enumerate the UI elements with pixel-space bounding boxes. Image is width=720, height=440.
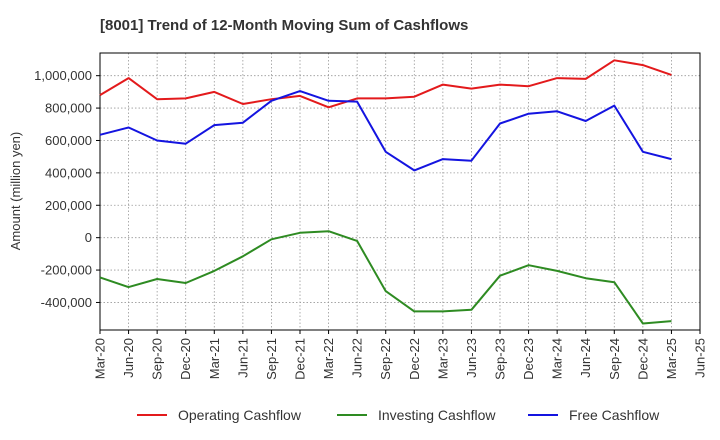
x-tick-label: Sep-20 (150, 338, 165, 380)
x-tick-label: Jun-20 (121, 338, 136, 378)
x-tick-label: Mar-20 (93, 338, 108, 379)
legend: Operating Cashflow Investing Cashflow Free… (137, 407, 660, 423)
x-tick-label: Dec-20 (178, 338, 193, 380)
legend-label: Operating Cashflow (178, 407, 302, 423)
x-tick-label: Jun-21 (235, 338, 250, 378)
y-tick-label: 600,000 (45, 133, 92, 148)
x-tick-label: Sep-23 (493, 338, 508, 380)
x-tick-label: Jun-25 (693, 338, 708, 378)
x-tick-label: Dec-24 (635, 338, 650, 380)
x-tick-label: Mar-22 (321, 338, 336, 379)
y-axis-label: Amount (million yen) (8, 132, 23, 251)
x-tick-label: Sep-24 (607, 338, 622, 380)
x-tick-label: Dec-21 (293, 338, 308, 380)
x-tick-label: Dec-22 (407, 338, 422, 380)
y-tick-label: 800,000 (45, 101, 92, 116)
y-tick-label: 1,000,000 (34, 68, 92, 83)
x-tick-label: Sep-22 (378, 338, 393, 380)
x-tick-label: Mar-23 (435, 338, 450, 379)
series-lines (99, 59, 672, 325)
series-line-operating-cashflow (99, 59, 672, 109)
legend-label: Investing Cashflow (378, 407, 496, 423)
x-axis-ticks: Mar-20 Jun-20 Sep-20 Dec-20 Mar-21 Jun-21 Sep-… (93, 330, 708, 380)
x-tick-label: Jun-24 (578, 338, 593, 378)
y-tick-label: -200,000 (41, 263, 92, 278)
x-tick-label: Dec-23 (521, 338, 536, 380)
x-tick-label: Mar-21 (207, 338, 222, 379)
chart-title: [8001] Trend of 12-Month Moving Sum of C… (100, 17, 468, 34)
y-tick-label: 0 (85, 230, 92, 245)
x-tick-label: Sep-21 (264, 338, 279, 380)
x-tick-label: Mar-24 (550, 338, 565, 379)
plot-area-frame (99, 52, 701, 331)
y-tick-label: 200,000 (45, 198, 92, 213)
x-tick-label: Jun-22 (350, 338, 365, 378)
series-line-investing-cashflow (99, 230, 672, 325)
x-tick-label: Jun-23 (464, 338, 479, 378)
y-axis-ticks: -400,000 -200,000 0 200,000 400,000 600,000 80… (34, 68, 100, 310)
x-tick-label: Mar-25 (664, 338, 679, 379)
series-line-free-cashflow (99, 90, 672, 172)
y-tick-label: -400,000 (41, 295, 92, 310)
y-tick-label: 400,000 (45, 165, 92, 180)
legend-label: Free Cashflow (569, 407, 660, 423)
